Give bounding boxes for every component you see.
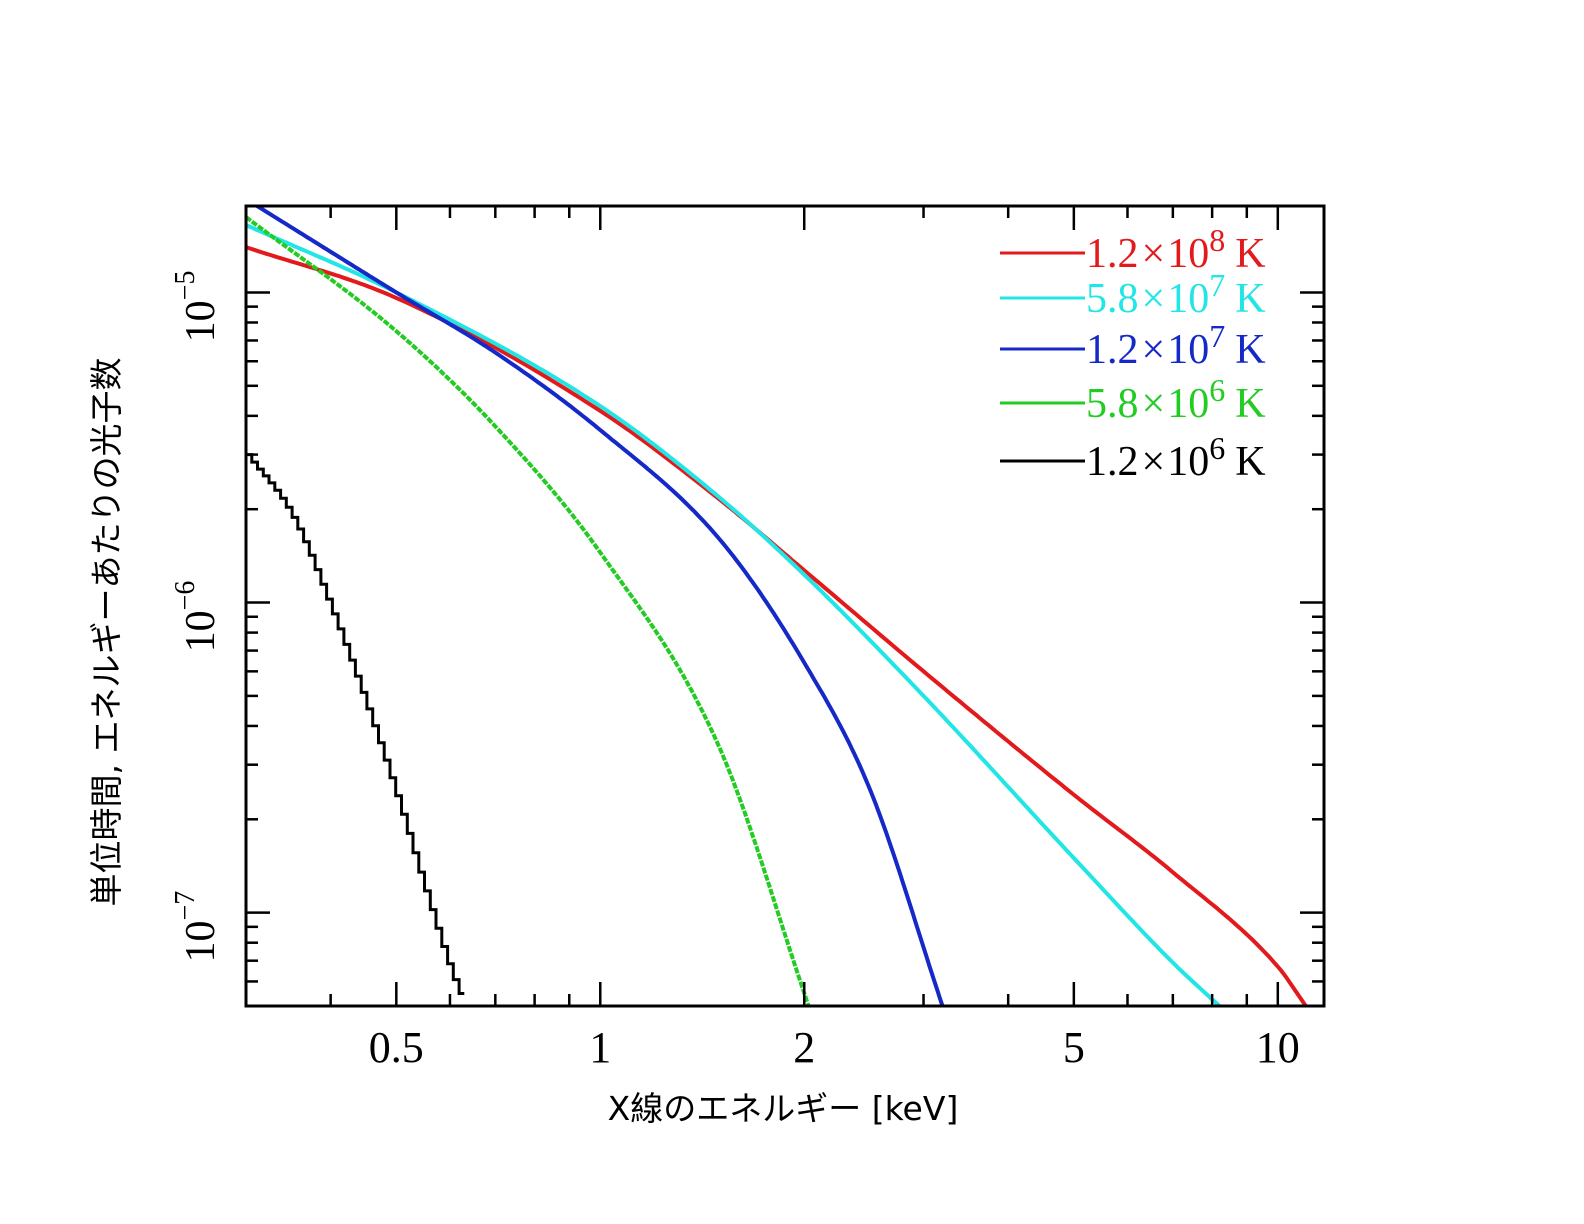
y-tick-text: 10−6 bbox=[170, 581, 224, 653]
legend-unit: K bbox=[1235, 381, 1265, 427]
y-tick-exp: −5 bbox=[170, 271, 201, 301]
legend-unit: K bbox=[1235, 439, 1265, 485]
series-line bbox=[246, 215, 811, 1006]
y-tick-text: 10−7 bbox=[170, 891, 224, 963]
x-tick-label: 5 bbox=[1063, 1023, 1085, 1072]
legend-base: 10 bbox=[1167, 439, 1209, 485]
legend-exp: 7 bbox=[1209, 267, 1225, 303]
legend-base: 10 bbox=[1167, 276, 1209, 322]
legend-exp: 6 bbox=[1209, 430, 1225, 466]
series-line bbox=[246, 223, 1221, 1006]
x-tick-labels: 0.5 1 2 5 10 bbox=[369, 1023, 1300, 1072]
x-tick-label: 0.5 bbox=[369, 1023, 424, 1072]
legend-label: 5.8×107 K bbox=[1086, 267, 1266, 322]
legend-unit: K bbox=[1235, 231, 1265, 277]
legend-label: 1.2×106 K bbox=[1086, 430, 1266, 485]
y-tick-base: 10 bbox=[178, 921, 224, 963]
legend-base: 10 bbox=[1167, 327, 1209, 373]
legend-exp: 7 bbox=[1209, 318, 1225, 354]
y-tick-text: 10−5 bbox=[170, 271, 224, 343]
legend-times: × bbox=[1142, 327, 1166, 373]
axis-ticks bbox=[244, 206, 1324, 1008]
x-tick-label: 2 bbox=[793, 1023, 815, 1072]
x-axis-label: X線のエネルギー [keV] bbox=[608, 1089, 959, 1128]
legend-times: × bbox=[1142, 381, 1166, 427]
y-axis-label: 単位時間, エネルギーあたりの光子数 bbox=[87, 358, 126, 907]
legend-unit: K bbox=[1235, 327, 1265, 373]
legend-base: 10 bbox=[1167, 231, 1209, 277]
x-tick-label: 1 bbox=[589, 1023, 611, 1072]
series-line bbox=[253, 206, 945, 1006]
series-line bbox=[246, 453, 465, 995]
plot-frame bbox=[244, 204, 1326, 1008]
legend-times: × bbox=[1142, 231, 1166, 277]
legend-label: 5.8×106 K bbox=[1086, 372, 1266, 427]
y-tick-labels: 10−710−610−5 bbox=[170, 271, 224, 963]
legend-exp: 6 bbox=[1209, 372, 1225, 408]
x-tick-label: 10 bbox=[1256, 1023, 1300, 1072]
legend-mantissa: 5.8 bbox=[1086, 276, 1139, 322]
y-tick-exp: −7 bbox=[170, 891, 201, 921]
y-tick-exp: −6 bbox=[170, 581, 201, 611]
legend-mantissa: 5.8 bbox=[1086, 381, 1139, 427]
y-tick-base: 10 bbox=[178, 300, 224, 342]
series-group bbox=[246, 206, 1308, 1006]
legend-label: 1.2×108 K bbox=[1086, 222, 1266, 277]
legend-mantissa: 1.2 bbox=[1086, 231, 1139, 277]
legend-times: × bbox=[1142, 439, 1166, 485]
y-tick-base: 10 bbox=[178, 610, 224, 652]
legend: 1.2×108 K5.8×107 K1.2×107 K5.8×106 K1.2×106 K bbox=[1000, 222, 1266, 485]
y-tick-label: 10−5 bbox=[170, 271, 224, 343]
legend-times: × bbox=[1142, 276, 1166, 322]
y-tick-label: 10−7 bbox=[170, 891, 224, 963]
legend-label: 1.2×107 K bbox=[1086, 318, 1266, 373]
legend-exp: 8 bbox=[1209, 222, 1225, 258]
legend-base: 10 bbox=[1167, 381, 1209, 427]
legend-unit: K bbox=[1235, 276, 1265, 322]
legend-mantissa: 1.2 bbox=[1086, 439, 1139, 485]
y-tick-label: 10−6 bbox=[170, 581, 224, 653]
legend-mantissa: 1.2 bbox=[1086, 327, 1139, 373]
